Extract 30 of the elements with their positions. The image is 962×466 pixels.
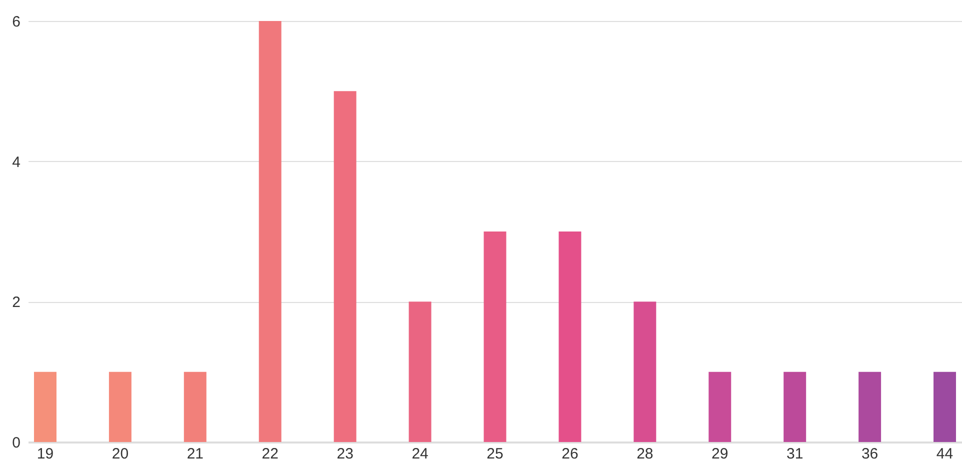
- bar: [258, 21, 282, 442]
- x-tick-label: 22: [262, 446, 278, 462]
- y-tick-label: 2: [12, 294, 20, 312]
- y-tick-label: 4: [12, 154, 20, 171]
- x-tick-label: 26: [562, 446, 578, 462]
- bar: [858, 372, 882, 442]
- y-tick-label: 0: [12, 434, 20, 452]
- bar: [934, 372, 956, 442]
- x-tick-label: 28: [636, 446, 654, 462]
- x-tick-label: 31: [786, 446, 804, 462]
- bar: [184, 372, 206, 442]
- bar: [634, 302, 656, 442]
- bar: [108, 372, 132, 442]
- bar: [484, 232, 506, 442]
- x-tick-label: 29: [712, 446, 728, 462]
- bar: [784, 372, 806, 442]
- x-tick-label: 21: [186, 446, 204, 462]
- x-tick-label: 25: [486, 446, 504, 462]
- bar: [408, 302, 432, 442]
- x-tick-label: 24: [412, 446, 428, 462]
- x-tick-label: 36: [861, 446, 878, 462]
- x-tick-label: 23: [336, 446, 354, 462]
- x-tick-label: 19: [36, 446, 54, 462]
- x-tick-label: 44: [936, 446, 954, 462]
- bar: [558, 232, 582, 442]
- y-tick-label: 6: [12, 14, 20, 30]
- bar: [708, 372, 732, 442]
- x-tick-label: 20: [112, 446, 129, 462]
- bar: [34, 372, 56, 442]
- bar: [334, 91, 356, 442]
